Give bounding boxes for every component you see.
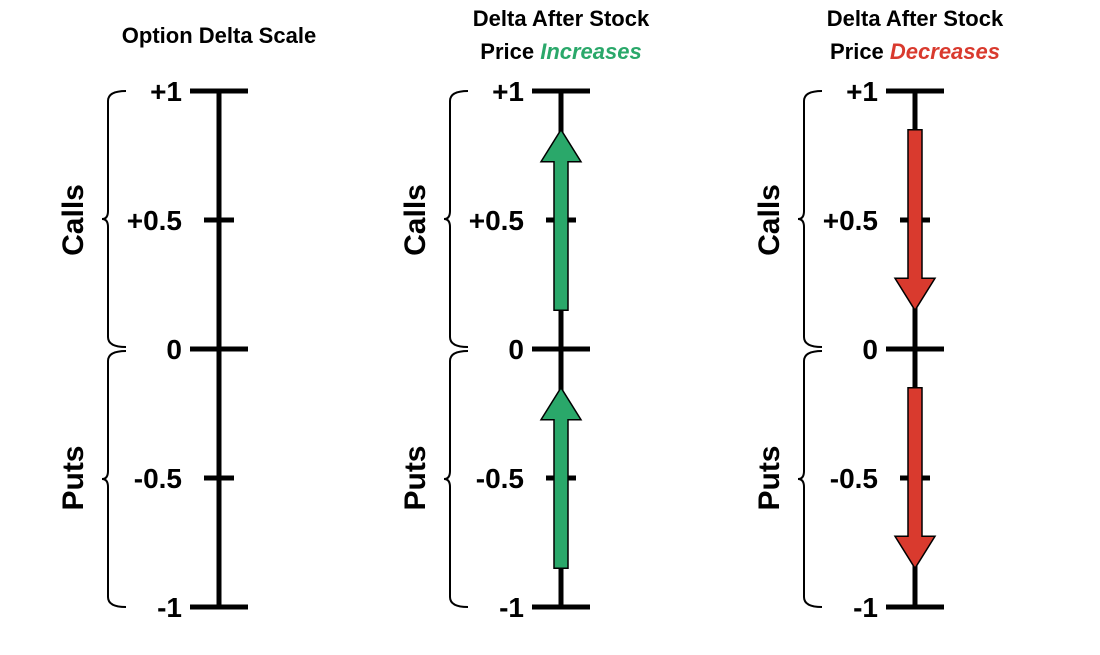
tick-label: +0.5 — [469, 205, 524, 236]
puts-label: Puts — [753, 445, 786, 510]
tick-label: 0 — [166, 334, 182, 365]
calls-label: Calls — [753, 184, 786, 256]
panel-1: Option Delta Scale +1 +0.5 0 -0.5 -1 Calls Puts — [57, 23, 316, 623]
panel-title-prefix: Price — [830, 39, 890, 64]
calls-brace — [443, 90, 469, 348]
delta-arrow-up — [539, 386, 583, 570]
tick-label: +0.5 — [127, 205, 182, 236]
calls-label: Calls — [399, 184, 432, 256]
tick-label: +1 — [150, 76, 182, 107]
delta-arrow-up — [539, 128, 583, 312]
panel-title-line2: Price Decreases — [830, 39, 1000, 64]
panel-title: Option Delta Scale — [122, 23, 316, 48]
tick-label: 0 — [862, 334, 878, 365]
calls-brace — [797, 90, 823, 348]
calls-brace — [101, 90, 127, 348]
panel-title-emphasis: Increases — [540, 39, 642, 64]
tick-label: +1 — [492, 76, 524, 107]
tick-label: -1 — [157, 592, 182, 623]
puts-label: Puts — [399, 445, 432, 510]
panel-3: Delta After Stock Price Decreases +1 +0.5 0 -… — [753, 6, 1004, 623]
tick-label: -0.5 — [830, 463, 878, 494]
puts-brace — [797, 350, 823, 608]
tick-label: 0 — [508, 334, 524, 365]
tick-label: -0.5 — [134, 463, 182, 494]
delta-arrow-down — [893, 128, 937, 312]
panel-title-prefix: Price — [480, 39, 540, 64]
panel-title-line1: Delta After Stock — [473, 6, 650, 31]
panel-2: Delta After Stock Price Increases +1 +0.5 0 -… — [399, 6, 650, 623]
tick-label: +1 — [846, 76, 878, 107]
puts-brace — [443, 350, 469, 608]
puts-label: Puts — [57, 445, 90, 510]
tick-label: -0.5 — [476, 463, 524, 494]
calls-label: Calls — [57, 184, 90, 256]
tick-label: +0.5 — [823, 205, 878, 236]
delta-arrow-down — [893, 386, 937, 570]
panel-title-line1: Delta After Stock — [827, 6, 1004, 31]
panels: Option Delta Scale +1 +0.5 0 -0.5 -1 Calls Puts… — [57, 6, 1004, 623]
tick-label: -1 — [853, 592, 878, 623]
tick-label: -1 — [499, 592, 524, 623]
panel-title-emphasis: Decreases — [890, 39, 1000, 64]
puts-brace — [101, 350, 127, 608]
panel-title-line2: Price Increases — [480, 39, 641, 64]
